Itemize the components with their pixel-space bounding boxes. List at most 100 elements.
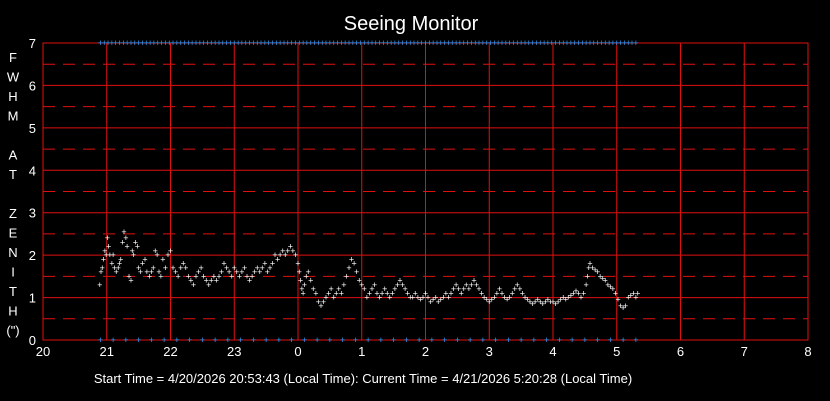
data-point: + (587, 259, 592, 269)
top-marker: + (216, 38, 221, 48)
data-point: + (456, 284, 461, 294)
y-tick-label: 5 (29, 121, 36, 136)
data-point: + (489, 295, 494, 305)
data-point: + (405, 288, 410, 298)
data-point: + (239, 267, 244, 277)
top-marker: + (159, 38, 164, 48)
top-marker: + (541, 38, 546, 48)
top-marker: + (431, 38, 436, 48)
bottom-marker: + (365, 335, 370, 345)
top-marker: + (262, 38, 267, 48)
data-point: + (290, 246, 295, 256)
bottom-marker: + (340, 335, 345, 345)
data-point: + (163, 263, 168, 273)
bottom-marker: + (493, 335, 498, 345)
data-point: + (590, 263, 595, 273)
top-marker: + (232, 38, 237, 48)
top-marker: + (304, 38, 309, 48)
data-point: + (191, 280, 196, 290)
bottom-marker: + (327, 335, 332, 345)
top-marker: + (224, 38, 229, 48)
top-marker: + (606, 38, 611, 48)
data-point: + (125, 242, 130, 252)
top-marker: + (178, 38, 183, 48)
data-point: + (178, 263, 183, 273)
data-point: + (229, 271, 234, 281)
data-point: + (121, 227, 126, 237)
data-point: + (525, 295, 530, 305)
bottom-marker: + (289, 335, 294, 345)
top-marker: + (457, 38, 462, 48)
top-marker: + (492, 38, 497, 48)
bottom-marker: + (123, 335, 128, 345)
y-label-letter: H (8, 89, 17, 104)
data-point: + (433, 293, 438, 303)
top-marker: + (534, 38, 539, 48)
data-point: + (507, 293, 512, 303)
data-point: + (392, 284, 397, 294)
top-marker: + (320, 38, 325, 48)
top-marker: + (557, 38, 562, 48)
y-label-letter: (") (6, 323, 19, 338)
data-point: + (530, 299, 535, 309)
data-point: + (517, 284, 522, 294)
data-point: + (410, 293, 415, 303)
y-label-letter: T (9, 167, 17, 182)
data-point: + (585, 271, 590, 281)
data-point: + (492, 293, 497, 303)
bottom-marker: + (455, 335, 460, 345)
data-point: + (623, 301, 628, 311)
data-point: + (128, 276, 133, 286)
top-marker: + (128, 38, 133, 48)
data-point: + (160, 254, 165, 264)
data-point: + (255, 263, 260, 273)
data-point: + (535, 295, 540, 305)
top-marker: + (404, 38, 409, 48)
data-point: + (252, 267, 257, 277)
y-label-letter: W (7, 70, 20, 85)
top-marker: + (530, 38, 535, 48)
data-point: + (605, 280, 610, 290)
data-point: + (484, 295, 489, 305)
data-point: + (232, 263, 237, 273)
data-point: + (242, 263, 247, 273)
data-point: + (620, 303, 625, 313)
top-marker: + (392, 38, 397, 48)
y-tick-label: 2 (29, 248, 36, 263)
top-marker: + (450, 38, 455, 48)
data-point: + (374, 288, 379, 298)
data-point: + (543, 297, 548, 307)
data-point: + (520, 288, 525, 298)
bottom-marker: + (136, 335, 141, 345)
bottom-marker: + (480, 335, 485, 345)
data-point: + (367, 288, 372, 298)
data-point: + (561, 293, 566, 303)
data-point: + (613, 288, 618, 298)
top-marker: + (434, 38, 439, 48)
data-point: + (563, 295, 568, 305)
top-marker: + (174, 38, 179, 48)
data-point: + (109, 259, 114, 269)
data-point: + (598, 271, 603, 281)
data-point: + (147, 271, 152, 281)
data-point: + (415, 293, 420, 303)
data-point: + (288, 242, 293, 252)
data-point: + (497, 284, 502, 294)
top-marker: + (167, 38, 172, 48)
data-point: + (385, 288, 390, 298)
data-point: + (618, 301, 623, 311)
top-marker: + (362, 38, 367, 48)
top-marker: + (385, 38, 390, 48)
data-point: + (418, 295, 423, 305)
data-point: + (156, 267, 161, 277)
data-point: + (142, 254, 147, 264)
data-point: + (100, 263, 105, 273)
data-point: + (568, 290, 573, 300)
top-marker: + (266, 38, 271, 48)
bottom-marker: + (161, 335, 166, 345)
data-point: + (382, 284, 387, 294)
top-marker: + (614, 38, 619, 48)
data-point: + (107, 250, 112, 260)
data-point: + (237, 271, 242, 281)
top-marker: + (354, 38, 359, 48)
